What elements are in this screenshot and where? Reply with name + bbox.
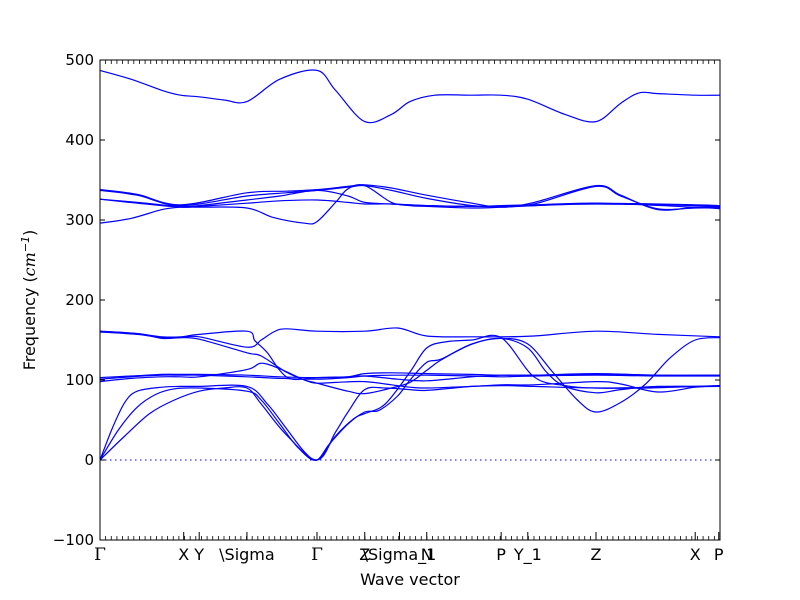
y-tick-label: −100 [53,531,94,549]
band-line-14 [99,334,721,461]
band-line-11 [99,372,721,379]
kpoint-label: Y_1 [513,545,542,565]
x-axis-label: Wave vector [360,570,460,589]
band-line-1 [99,69,721,124]
band-line-3 [99,184,721,211]
kpoint-label: Z [359,545,370,564]
y-tick-label: 200 [65,291,94,309]
x-axis-kpoint-labels: Γ X Y \Sigma Γ Z\Sigma_1N P Y_1 Z X P [94,532,724,565]
x-axis-ticks [99,60,721,540]
y-axis-label-exponent: −1 [19,236,32,252]
band-line-12 [99,374,721,380]
band-lines [99,69,721,461]
y-axis-label: Frequency (cm−1) [19,230,39,371]
kpoint-label: X [178,545,189,564]
kpoint-label: Γ [311,545,323,565]
band-line-15 [99,385,721,461]
kpoint-label: Z [591,545,602,564]
y-tick-label: 400 [65,131,94,149]
kpoint-label: P [714,545,724,564]
y-axis-ticks: −100 0 100 200 300 400 500 [53,51,720,549]
kpoint-label: X [690,545,701,564]
kpoint-label: \Sigma [219,545,275,564]
band-line-6 [99,184,721,225]
y-tick-label: 100 [65,371,94,389]
band-line-10 [99,362,721,393]
band-line-9 [99,331,721,413]
band-line-2 [99,184,721,211]
y-axis-label-close: ) [20,230,39,236]
kpoint-label: \Sigma_1 [363,545,437,565]
y-tick-label: 0 [84,451,94,469]
plot-frame [99,59,721,541]
y-axis-label-unit: cm [20,252,39,276]
y-axis-label-text: Frequency ( [20,276,39,370]
kpoint-label: N [421,545,433,564]
kpoint-label: P [496,545,506,564]
band-line-13 [99,337,721,461]
kpoint-label: Γ [94,545,106,565]
kpoint-label: Y [193,545,204,564]
y-tick-label: 300 [65,211,94,229]
y-tick-label: 500 [65,51,94,69]
